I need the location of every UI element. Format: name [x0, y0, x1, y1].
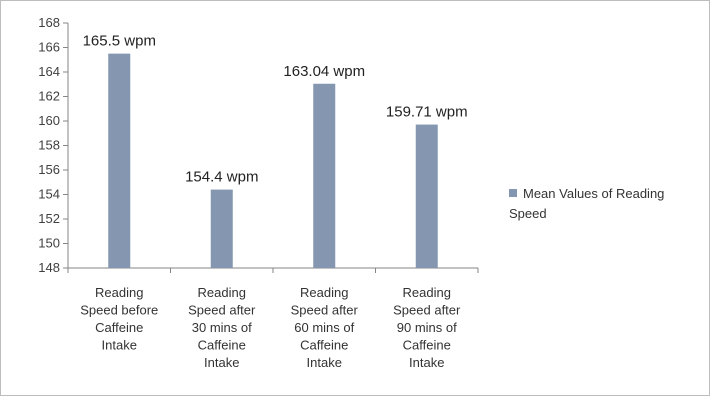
y-tick-label: 166	[38, 40, 60, 55]
bar	[210, 189, 233, 268]
y-tick-label: 160	[38, 113, 60, 128]
data-label: 159.71 wpm	[386, 104, 468, 121]
data-label: 163.04 wpm	[283, 63, 365, 80]
data-label: 154.4 wpm	[185, 169, 258, 186]
data-label: 165.5 wpm	[83, 33, 156, 50]
y-tick-label: 164	[38, 64, 60, 79]
y-tick-label: 154	[38, 187, 60, 202]
x-category-label: Reading Speed after 60 mins of Caffeine Inta…	[291, 285, 359, 370]
y-tick-label: 158	[38, 138, 60, 153]
y-tick-label: 156	[38, 162, 60, 177]
legend-label: Mean Values of Reading Speed	[509, 186, 665, 221]
legend-swatch	[509, 189, 517, 197]
bar	[415, 124, 438, 269]
y-tick-label: 152	[38, 211, 60, 226]
x-category-label: Reading Speed after 90 mins of Caffeine Inta…	[393, 285, 461, 370]
y-tick-label: 162	[38, 89, 60, 104]
y-tick-label: 150	[38, 236, 60, 251]
y-tick-label: 148	[38, 260, 60, 275]
bar	[313, 83, 336, 268]
legend: Mean Values of Reading Speed	[509, 184, 704, 224]
x-category-label: Reading Speed before Caffeine Intake	[80, 285, 158, 353]
x-category-label: Reading Speed after 30 mins of Caffeine Inta…	[188, 285, 256, 370]
y-tick-label: 168	[38, 15, 60, 30]
bar	[108, 53, 131, 268]
